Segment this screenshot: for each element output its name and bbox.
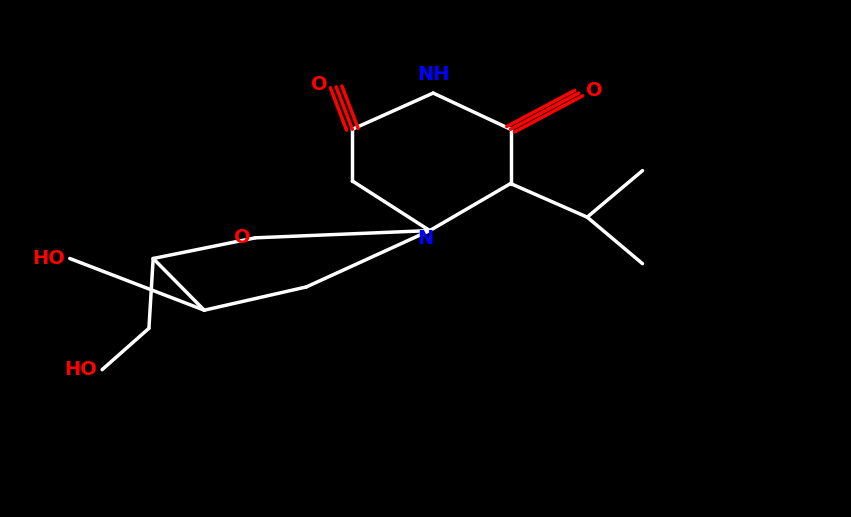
Text: N: N bbox=[417, 229, 434, 248]
Text: HO: HO bbox=[65, 360, 97, 379]
Text: O: O bbox=[585, 81, 603, 100]
Text: O: O bbox=[234, 229, 251, 247]
Text: O: O bbox=[311, 75, 328, 94]
Text: NH: NH bbox=[417, 66, 449, 84]
Text: HO: HO bbox=[32, 249, 65, 268]
